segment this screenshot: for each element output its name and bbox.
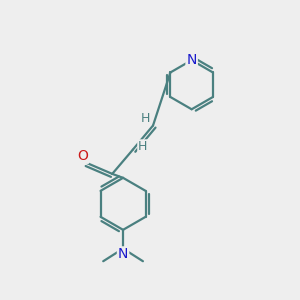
Text: N: N: [187, 53, 197, 67]
Text: H: H: [140, 112, 150, 125]
Text: O: O: [77, 149, 88, 163]
Text: N: N: [118, 248, 128, 261]
Text: H: H: [138, 140, 148, 153]
